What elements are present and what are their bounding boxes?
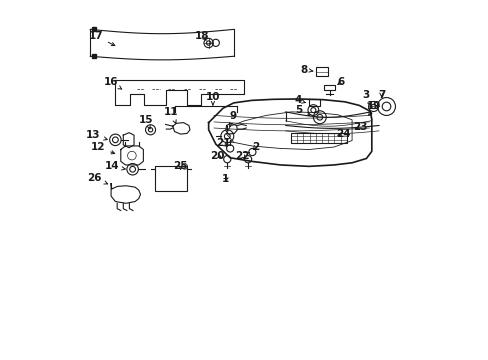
Text: 11: 11 [163, 107, 178, 123]
Text: 1: 1 [222, 174, 229, 184]
Text: 9: 9 [229, 111, 236, 127]
Text: 2: 2 [251, 142, 258, 152]
Text: 15: 15 [139, 115, 153, 129]
Text: 7: 7 [377, 90, 385, 100]
Text: 18: 18 [195, 31, 209, 41]
Text: 20: 20 [210, 150, 224, 161]
Text: 25: 25 [173, 161, 187, 171]
Text: 6: 6 [336, 77, 344, 87]
Text: 24: 24 [335, 129, 350, 139]
Text: 16: 16 [103, 77, 122, 89]
Text: 26: 26 [87, 173, 107, 184]
Text: 10: 10 [205, 92, 220, 105]
Text: 13: 13 [86, 130, 107, 140]
Text: 23: 23 [352, 122, 366, 132]
Text: 19: 19 [366, 102, 381, 115]
Bar [290, 133, 346, 143]
Text: 17: 17 [88, 31, 115, 46]
Text: 5: 5 [295, 105, 309, 116]
Text: 21: 21 [215, 139, 230, 148]
Text: 8: 8 [300, 64, 312, 75]
Text: 14: 14 [104, 161, 125, 171]
Text: 3: 3 [362, 90, 370, 105]
Text: 4: 4 [294, 95, 305, 105]
Text: 22: 22 [235, 150, 249, 161]
Text: 12: 12 [91, 142, 115, 154]
